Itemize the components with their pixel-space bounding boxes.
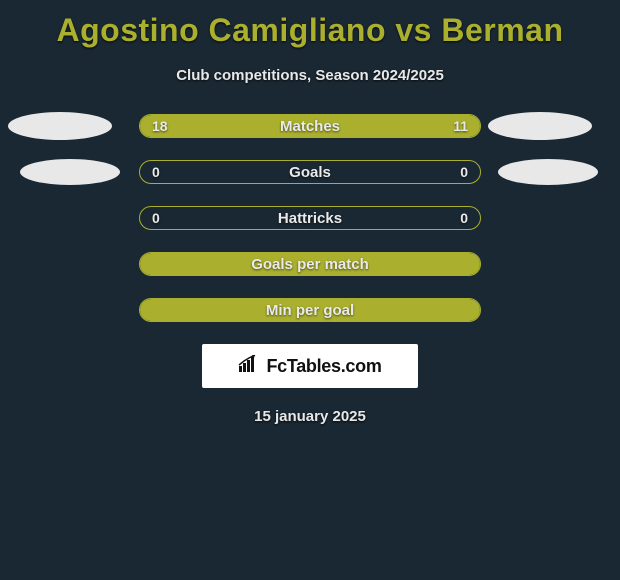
stat-label: Goals: [289, 164, 331, 181]
stat-row: Goals per match: [0, 252, 620, 276]
stat-value-right: 0: [460, 164, 468, 180]
stat-bar: Goals per match: [139, 252, 481, 276]
stat-label: Matches: [280, 118, 340, 135]
stat-bar: 18 11 Matches: [139, 114, 481, 138]
stat-label: Hattricks: [278, 210, 342, 227]
stat-value-right: 11: [453, 118, 468, 134]
stat-label: Goals per match: [251, 256, 369, 273]
stat-label: Min per goal: [266, 302, 354, 319]
stat-row: 18 11 Matches: [0, 114, 620, 138]
logo-text: FcTables.com: [266, 356, 381, 377]
stat-row: Min per goal: [0, 298, 620, 322]
stat-rows: 18 11 Matches 0 0 Goals 0 0 Hattricks Goals per m…: [0, 114, 620, 322]
date-text: 15 january 2025: [0, 408, 620, 425]
player-right-avatar: [488, 112, 592, 140]
logo-box: FcTables.com: [202, 344, 418, 388]
stat-value-left: 0: [152, 210, 160, 226]
stat-value-right: 0: [460, 210, 468, 226]
player-left-avatar: [20, 159, 120, 185]
page-title: Agostino Camigliano vs Berman: [0, 0, 620, 49]
player-left-avatar: [8, 112, 112, 140]
stat-bar: 0 0 Goals: [139, 160, 481, 184]
bar-chart-icon: [238, 355, 260, 378]
stat-row: 0 0 Goals: [0, 160, 620, 184]
stat-row: 0 0 Hattricks: [0, 206, 620, 230]
subtitle: Club competitions, Season 2024/2025: [0, 67, 620, 84]
stat-bar: Min per goal: [139, 298, 481, 322]
player-right-avatar: [498, 159, 598, 185]
stat-bar: 0 0 Hattricks: [139, 206, 481, 230]
stat-value-left: 18: [152, 118, 168, 134]
stat-value-left: 0: [152, 164, 160, 180]
